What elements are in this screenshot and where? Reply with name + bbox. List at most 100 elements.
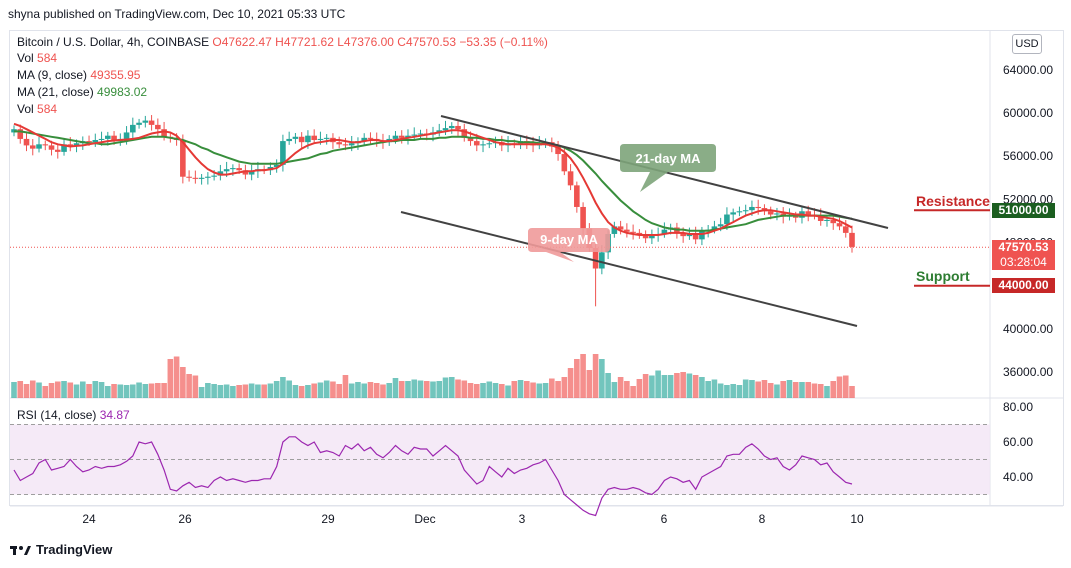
volume-bar — [448, 377, 455, 398]
candle-body — [136, 122, 142, 125]
candle-body — [792, 215, 799, 218]
publisher-line: shyna published on TradingView.com, Dec … — [8, 7, 346, 21]
volume-bar — [417, 380, 424, 398]
volume-bar — [11, 382, 17, 398]
candle-body — [442, 128, 449, 131]
ma9-value: 49355.95 — [90, 68, 141, 82]
candle-body — [592, 248, 599, 269]
time-axis-label: 3 — [519, 512, 526, 526]
candle-body — [461, 129, 468, 138]
volume-bar — [173, 356, 180, 398]
candle-body — [467, 137, 474, 142]
volume-bar — [105, 386, 111, 398]
volume-bar — [699, 377, 705, 398]
time-axis-label: 6 — [661, 512, 668, 526]
candle-body — [717, 224, 724, 227]
candle-body — [17, 129, 24, 139]
volume-bar — [423, 381, 430, 398]
candle-body — [574, 185, 580, 207]
rsi-axis-label: 80.00 — [1003, 400, 1033, 414]
volume-bar — [524, 381, 530, 398]
candle-body — [42, 144, 49, 146]
candle-body — [649, 235, 655, 239]
price-axis-label: 52000.00 — [1003, 192, 1053, 206]
legend-ma21: MA (21, close) 49983.02 — [17, 84, 147, 100]
volume-bar — [830, 381, 837, 398]
candle-body — [192, 177, 199, 179]
rsi-legend: RSI (14, close) 34.87 — [17, 407, 130, 423]
candle-body — [198, 177, 205, 179]
volume-bar — [686, 373, 693, 398]
ohlc-open: O47622.47 — [212, 35, 272, 49]
legend-vol2: Vol 584 — [17, 101, 57, 117]
candle-body — [630, 231, 636, 233]
support-price-tag: 44000.00 — [992, 278, 1055, 293]
legend-main: Bitcoin / U.S. Dollar, 4h, COINBASE O476… — [17, 34, 548, 50]
volume-bar — [192, 375, 199, 398]
candle-body — [555, 146, 561, 155]
volume-bar — [511, 381, 518, 398]
volume-bar — [148, 383, 155, 398]
vol2-value: 584 — [37, 102, 58, 116]
volume-bar — [92, 381, 99, 398]
candle-body — [29, 145, 36, 149]
volume-bar — [23, 384, 30, 398]
volume-bar — [342, 375, 349, 398]
candle-body — [392, 135, 399, 139]
rsi-label: RSI (14, close) — [17, 408, 97, 422]
volume-bar — [824, 386, 830, 398]
volume-bar — [42, 386, 49, 398]
candle-body — [448, 125, 455, 129]
candle-body — [105, 135, 111, 139]
candle-body — [367, 137, 374, 139]
volume-bar — [561, 377, 568, 398]
volume-bar — [280, 377, 286, 398]
candle-body — [286, 138, 292, 142]
candle-body — [830, 219, 837, 224]
candle-body — [317, 138, 324, 140]
candle-body — [273, 164, 280, 167]
volume-bar — [724, 385, 730, 398]
candle-body — [348, 143, 355, 146]
ma21-label: MA (21, close) — [17, 85, 94, 99]
volume-bar — [605, 373, 611, 398]
candle-body — [624, 229, 630, 232]
candle-body — [342, 144, 349, 146]
volume-bar — [842, 375, 849, 398]
currency-button[interactable]: USD — [1012, 34, 1042, 54]
price-axis-label: 36000.00 — [1003, 365, 1053, 379]
volume-bar — [86, 384, 92, 398]
candle-body — [230, 168, 236, 170]
candle-body — [836, 223, 843, 227]
volume-bar — [386, 383, 393, 398]
volume-bar — [111, 384, 117, 398]
volume-bar — [667, 375, 674, 398]
time-axis-label: 8 — [759, 512, 766, 526]
candle-body — [54, 149, 61, 152]
candle-body — [767, 211, 774, 215]
candle-body — [98, 138, 105, 140]
candle-body — [686, 233, 693, 237]
candle-body — [473, 141, 480, 146]
volume-bar — [655, 370, 661, 398]
volume-bar — [480, 383, 486, 398]
candle-body — [23, 138, 30, 146]
volume-bar — [717, 383, 724, 398]
candle-body — [486, 143, 493, 145]
candle-body — [61, 144, 67, 152]
volume-bar — [317, 382, 324, 398]
rsi-line — [13, 436, 853, 517]
brand-footer[interactable]: TradingView — [10, 542, 112, 557]
volume-bar — [223, 384, 230, 398]
volume-bar — [392, 378, 399, 398]
ma9-callout-text: 9-day MA — [540, 232, 598, 247]
volume-bar — [542, 383, 549, 398]
ma21-line — [14, 130, 853, 232]
volume-bar — [742, 379, 749, 398]
volume-bar — [780, 381, 787, 398]
candle-body — [248, 171, 255, 175]
volume-bar — [117, 384, 124, 398]
ohlc-change: −53.35 (−0.11%) — [459, 35, 548, 49]
candle-body — [774, 213, 780, 215]
